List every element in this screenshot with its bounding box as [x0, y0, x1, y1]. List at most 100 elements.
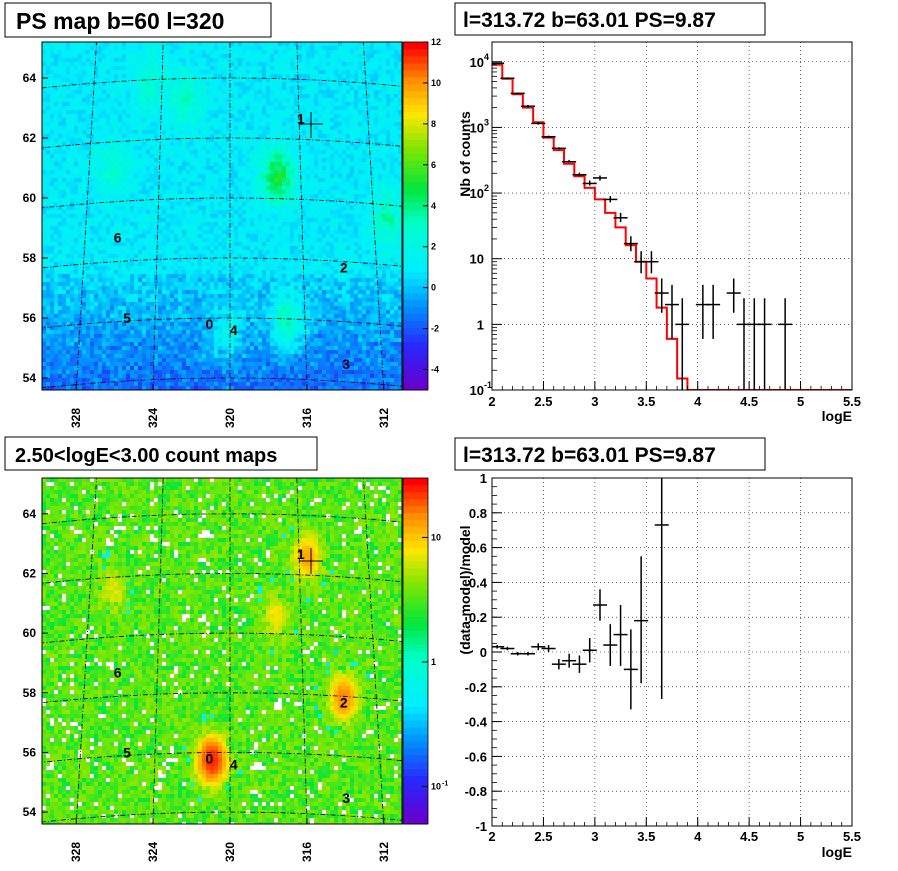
residual-data-point	[613, 605, 628, 666]
map-x-tick-label: 320	[223, 408, 237, 428]
spectrum-data-point	[500, 77, 515, 80]
colorbar-tick-label: -4	[431, 365, 439, 375]
colorbar-tick-label: 6	[431, 160, 436, 170]
spectrum-title: l=313.72 b=63.01 PS=9.87	[463, 9, 716, 32]
source-label: 3	[342, 790, 350, 806]
source-label: 5	[123, 310, 131, 326]
map-x-tick-label: 328	[69, 408, 83, 428]
count-map-frame	[41, 477, 403, 825]
model-step-line	[492, 63, 852, 390]
residual-x-tick-label: 2.5	[534, 829, 552, 844]
spectrum-ylabel: Nb of counts	[457, 111, 473, 197]
residual-data-point	[654, 478, 669, 699]
ps-map-title: PS map b=60 l=320	[16, 8, 224, 34]
colorbar-tick-label: 8	[431, 119, 436, 129]
ps-map-target-cross	[299, 112, 323, 138]
spectrum-y-tick-exponent: 4	[484, 52, 489, 62]
residual-xlabel: logE	[822, 844, 852, 860]
ps-map-heatmap	[42, 42, 402, 390]
count-map-title: 2.50<logE<3.00 count maps	[15, 445, 277, 467]
spectrum-y-tick-exponent: 3	[484, 117, 489, 127]
residual-ylabel: (data-model)/model	[457, 525, 473, 654]
map-y-tick-label: 64	[23, 71, 37, 85]
count-map-heatmap	[42, 478, 402, 824]
spectrum-data-point	[706, 284, 721, 339]
residual-x-tick-label: 3.5	[637, 829, 655, 844]
residual-data-points	[492, 478, 669, 710]
residual-y-tick-label: 0.4	[469, 575, 488, 590]
source-label: 1	[297, 110, 305, 126]
spectrum-data-point	[521, 104, 535, 108]
map-y-tick-label: 64	[23, 507, 37, 521]
colorbar-tick-label: 4	[431, 201, 436, 211]
spectrum-data-point	[654, 278, 669, 313]
spectrum-data-point	[726, 278, 741, 313]
map-x-tick-label: 328	[69, 842, 83, 862]
spectrum-data-point	[582, 180, 597, 186]
spectrum-y-tick-label: 1	[477, 317, 484, 332]
spectrum-x-tick-label: 3	[591, 394, 598, 409]
map-y-tick-label: 56	[23, 311, 37, 325]
map-y-tick-label: 58	[23, 686, 37, 700]
residual-x-tick-label: 2	[488, 829, 495, 844]
count-map-title-box: 2.50<logE<3.00 count maps	[4, 436, 318, 471]
spectrum-y-tick-label: 10	[470, 120, 484, 135]
spectrum-data-points	[492, 62, 793, 390]
ps-map-grid	[42, 42, 402, 390]
map-x-tick-label: 316	[300, 408, 314, 428]
spectrum-data-point	[531, 122, 546, 125]
colorbar-tick-label: 10	[431, 532, 441, 542]
residual-x-tick-label: 4.5	[740, 829, 758, 844]
map-y-tick-label: 56	[23, 745, 37, 759]
residual-data-point	[551, 658, 566, 670]
residual-data-point	[593, 589, 607, 621]
colorbar-tick-label: 0	[431, 283, 436, 293]
residual-data-point	[623, 629, 638, 710]
spectrum-y-tick-label: 10	[470, 55, 484, 70]
spectrum-data-point	[593, 175, 607, 181]
count-map-grid	[42, 478, 402, 824]
residual-data-point	[562, 653, 577, 668]
residual-data-point	[500, 646, 515, 651]
spectrum-y-tick-label: 10	[470, 186, 484, 201]
residual-y-tick-label: -0.6	[465, 749, 487, 764]
colorbar-tick-label: -2	[431, 324, 439, 334]
map-y-tick-label: 54	[23, 805, 37, 819]
spectrum-data-point	[757, 298, 772, 390]
count-map-target-cross	[299, 548, 323, 574]
residual-grid	[492, 478, 852, 826]
residual-data-point	[634, 556, 649, 684]
ps-map-colorbar: -4 -2 0 2 4 6 8 10 12	[402, 37, 441, 391]
colorbar-exponent: -1	[442, 781, 448, 788]
source-label: 0	[205, 750, 213, 766]
colorbar-tick-label: 10	[431, 782, 441, 792]
residual-data-point	[582, 638, 597, 663]
residual-y-tick-label: -0.2	[465, 680, 487, 695]
spectrum-data-point	[572, 172, 587, 177]
map-x-tick-label: 324	[146, 842, 160, 862]
spectrum-data-point	[675, 298, 690, 390]
spectrum-x-tick-label: 4	[694, 394, 702, 409]
residual-data-point	[541, 645, 556, 652]
source-label: 6	[114, 230, 122, 246]
residual-y-tick-label: 0	[480, 645, 487, 660]
map-y-tick-label: 62	[23, 131, 37, 145]
residual-title: l=313.72 b=63.01 PS=9.87	[463, 444, 716, 467]
spectrum-x-tick-label: 2	[488, 394, 495, 409]
colorbar-tick-label: 12	[431, 37, 441, 47]
colorbar-tick-label: 2	[431, 242, 436, 252]
spectrum-data-point	[541, 135, 556, 138]
residual-title-box: l=313.72 b=63.01 PS=9.87	[454, 437, 766, 471]
spectrum-data-point	[665, 284, 679, 339]
source-label: 6	[114, 664, 122, 680]
spectrum-x-tick-label: 5.5	[843, 394, 861, 409]
colorbar-tick-label: 1	[431, 657, 436, 667]
residual-x-tick-label: 5	[797, 829, 804, 844]
map-y-tick-label: 62	[23, 566, 37, 580]
source-label: 3	[342, 356, 350, 372]
map-x-tick-label: 320	[223, 842, 237, 862]
